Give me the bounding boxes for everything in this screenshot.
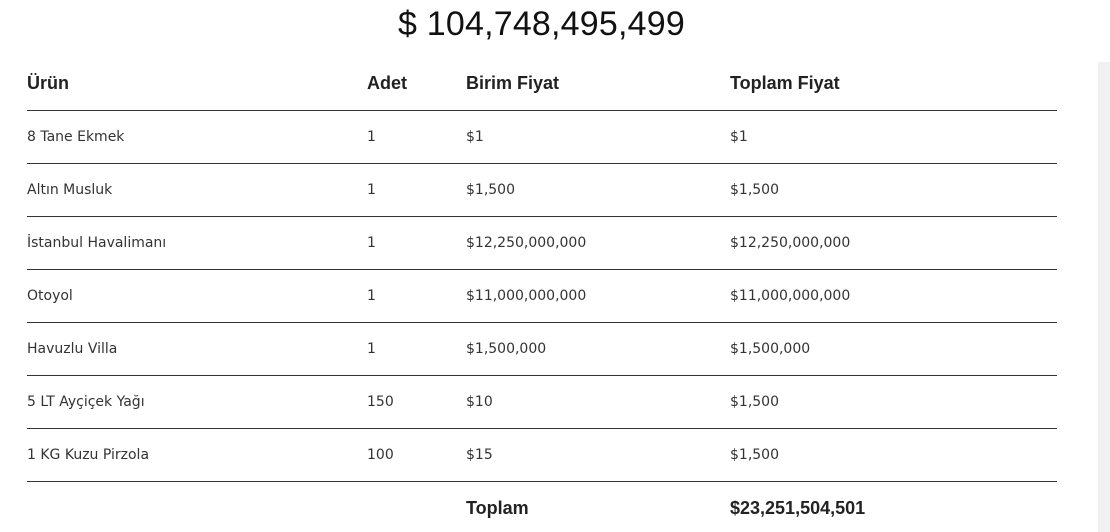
- table-row: Havuzlu Villa 1 $1,500,000 $1,500,000: [27, 322, 1057, 376]
- total-label: Toplam: [466, 497, 529, 518]
- product-unit-price: $10: [466, 375, 730, 429]
- product-quantity: 1: [367, 269, 466, 323]
- table-row: Altın Musluk 1 $1,500 $1,500: [27, 163, 1057, 217]
- product-total-price: $1,500: [730, 163, 1057, 217]
- product-name: 1 KG Kuzu Pirzola: [27, 428, 367, 482]
- table-header-row: Ürün Adet Birim Fiyat Toplam Fiyat: [27, 57, 1057, 111]
- product-unit-price: $1: [466, 110, 730, 164]
- product-quantity: 150: [367, 375, 466, 429]
- product-total-price: $11,000,000,000: [730, 269, 1057, 323]
- product-total-price: $1,500: [730, 375, 1057, 429]
- product-unit-price: $11,000,000,000: [466, 269, 730, 323]
- product-total-price: $1,500: [730, 428, 1057, 482]
- scrollbar-track[interactable]: [1098, 62, 1110, 532]
- product-quantity: 1: [367, 322, 466, 376]
- product-unit-price: $1,500: [466, 163, 730, 217]
- product-name: Havuzlu Villa: [27, 322, 367, 376]
- remaining-balance: $ 104,748,495,499: [397, 5, 685, 43]
- receipt-table: Ürün Adet Birim Fiyat Toplam Fiyat 8 Tan…: [27, 57, 1057, 532]
- product-name: 8 Tane Ekmek: [27, 110, 367, 164]
- table-row: İstanbul Havalimanı 1 $12,250,000,000 $1…: [27, 216, 1057, 270]
- product-total-price: $1,500,000: [730, 322, 1057, 376]
- product-unit-price: $15: [466, 428, 730, 482]
- product-name: İstanbul Havalimanı: [27, 216, 367, 270]
- header-quantity: Adet: [367, 57, 466, 111]
- header-unit-price: Birim Fiyat: [466, 57, 730, 111]
- table-row: Otoyol 1 $11,000,000,000 $11,000,000,000: [27, 269, 1057, 323]
- product-quantity: 1: [367, 163, 466, 217]
- table-row: 1 KG Kuzu Pirzola 100 $15 $1,500: [27, 428, 1057, 482]
- header-product: Ürün: [27, 57, 367, 111]
- header-total-price: Toplam Fiyat: [730, 57, 1057, 111]
- total-spacer: [27, 482, 367, 532]
- table-row: 8 Tane Ekmek 1 $1 $1: [27, 110, 1057, 164]
- product-quantity: 100: [367, 428, 466, 482]
- total-spacer: [367, 482, 466, 532]
- product-unit-price: $12,250,000,000: [466, 216, 730, 270]
- product-name: Altın Musluk: [27, 163, 367, 217]
- product-unit-price: $1,500,000: [466, 322, 730, 376]
- product-name: 5 LT Ayçiçek Yağı: [27, 375, 367, 429]
- product-quantity: 1: [367, 110, 466, 164]
- product-total-price: $1: [730, 110, 1057, 164]
- table-row: 5 LT Ayçiçek Yağı 150 $10 $1,500: [27, 375, 1057, 429]
- product-quantity: 1: [367, 216, 466, 270]
- total-row: Toplam $23,251,504,501: [27, 482, 1057, 532]
- product-total-price: $12,250,000,000: [730, 216, 1057, 270]
- product-name: Otoyol: [27, 269, 367, 323]
- total-value: $23,251,504,501: [730, 497, 866, 518]
